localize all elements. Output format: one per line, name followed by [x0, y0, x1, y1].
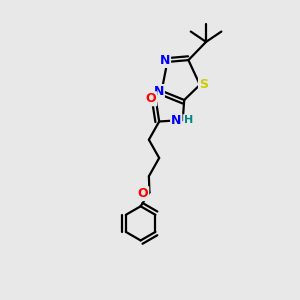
Text: H: H — [184, 115, 193, 125]
Text: N: N — [154, 85, 164, 98]
Text: N: N — [160, 54, 170, 67]
Text: O: O — [138, 187, 148, 200]
Text: N: N — [171, 114, 181, 127]
Text: O: O — [146, 92, 156, 105]
Text: S: S — [199, 78, 208, 91]
